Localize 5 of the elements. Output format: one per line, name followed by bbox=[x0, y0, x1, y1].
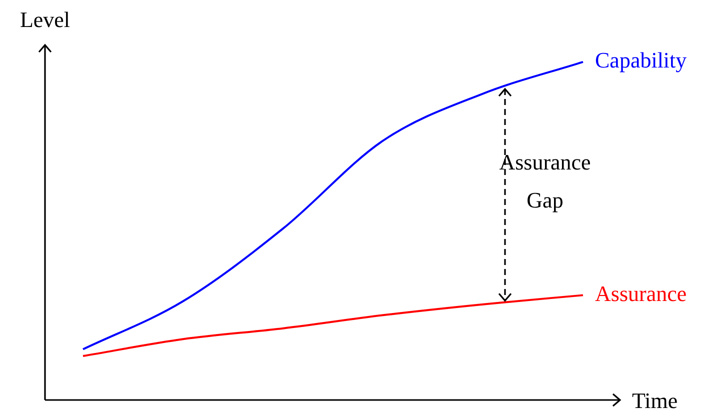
annotation: Assurance Gap bbox=[499, 149, 591, 212]
x-axis-title: Time bbox=[632, 388, 678, 412]
y-axis-title: Level bbox=[20, 6, 70, 32]
series-label: Assurance bbox=[595, 280, 687, 306]
series-label: Capability bbox=[595, 48, 687, 73]
